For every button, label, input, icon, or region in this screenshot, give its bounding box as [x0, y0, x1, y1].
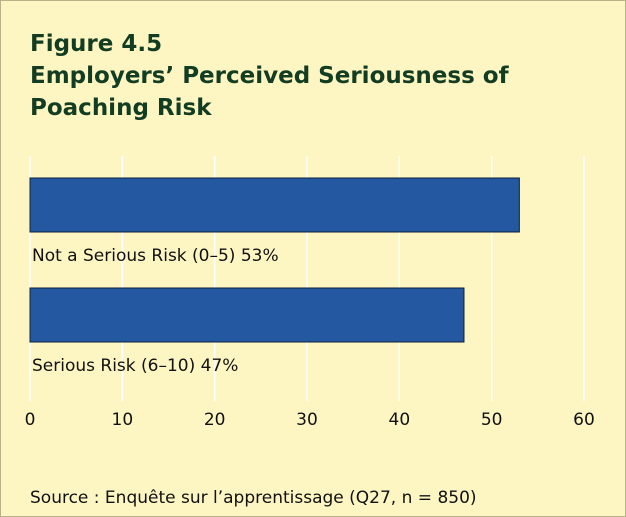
x-tick-label: 40: [389, 410, 411, 430]
bar-label: Serious Risk (6–10) 47%: [32, 356, 238, 376]
x-tick-label: 20: [204, 410, 226, 430]
bar: [29, 177, 520, 233]
x-tick-label: 0: [25, 410, 36, 430]
chart-title: Employers’ Perceived Seriousness of Poac…: [30, 63, 509, 121]
value-label: 47%: [201, 356, 239, 376]
x-tick-label: 30: [296, 410, 318, 430]
bar: [29, 287, 465, 343]
category-label: Serious Risk (6–10): [32, 356, 195, 376]
bar-label: Not a Serious Risk (0–5) 53%: [32, 246, 279, 266]
x-tick-label: 10: [112, 410, 134, 430]
x-tick-label: 60: [573, 410, 595, 430]
source-note: Source : Enquête sur l’apprentissage (Q2…: [30, 488, 477, 508]
value-label: 53%: [241, 246, 279, 266]
category-label: Not a Serious Risk (0–5): [32, 246, 235, 266]
x-tick-label: 50: [481, 410, 503, 430]
figure-label: Figure 4.5: [30, 31, 163, 57]
